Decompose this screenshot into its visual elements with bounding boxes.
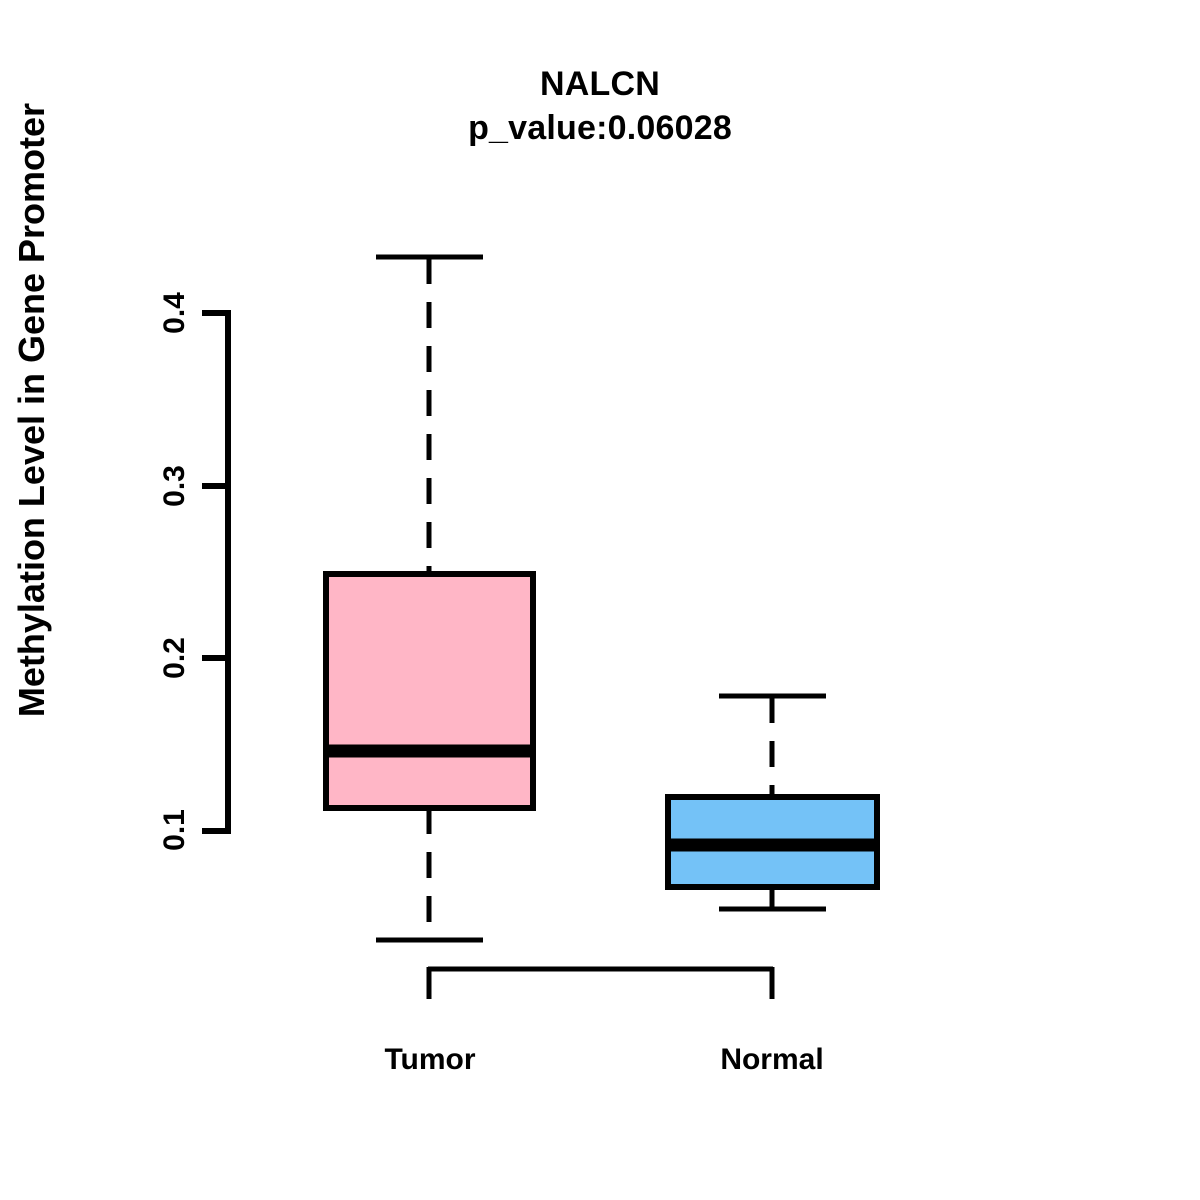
- chart-subtitle-pvalue: p_value:0.06028: [468, 109, 732, 147]
- box-tumor: [323, 254, 536, 943]
- chart-title-block: NALCN p_value:0.06028: [0, 62, 1200, 150]
- x-axis: [426, 966, 775, 999]
- box-rect-tumor: [323, 571, 536, 811]
- x-tick-label-normal: Normal: [720, 1043, 824, 1076]
- x-tick-label-tumor: Tumor: [384, 1043, 476, 1076]
- y-axis: [202, 310, 231, 834]
- page-title: NALCN: [540, 65, 660, 103]
- box-normal: [665, 693, 880, 912]
